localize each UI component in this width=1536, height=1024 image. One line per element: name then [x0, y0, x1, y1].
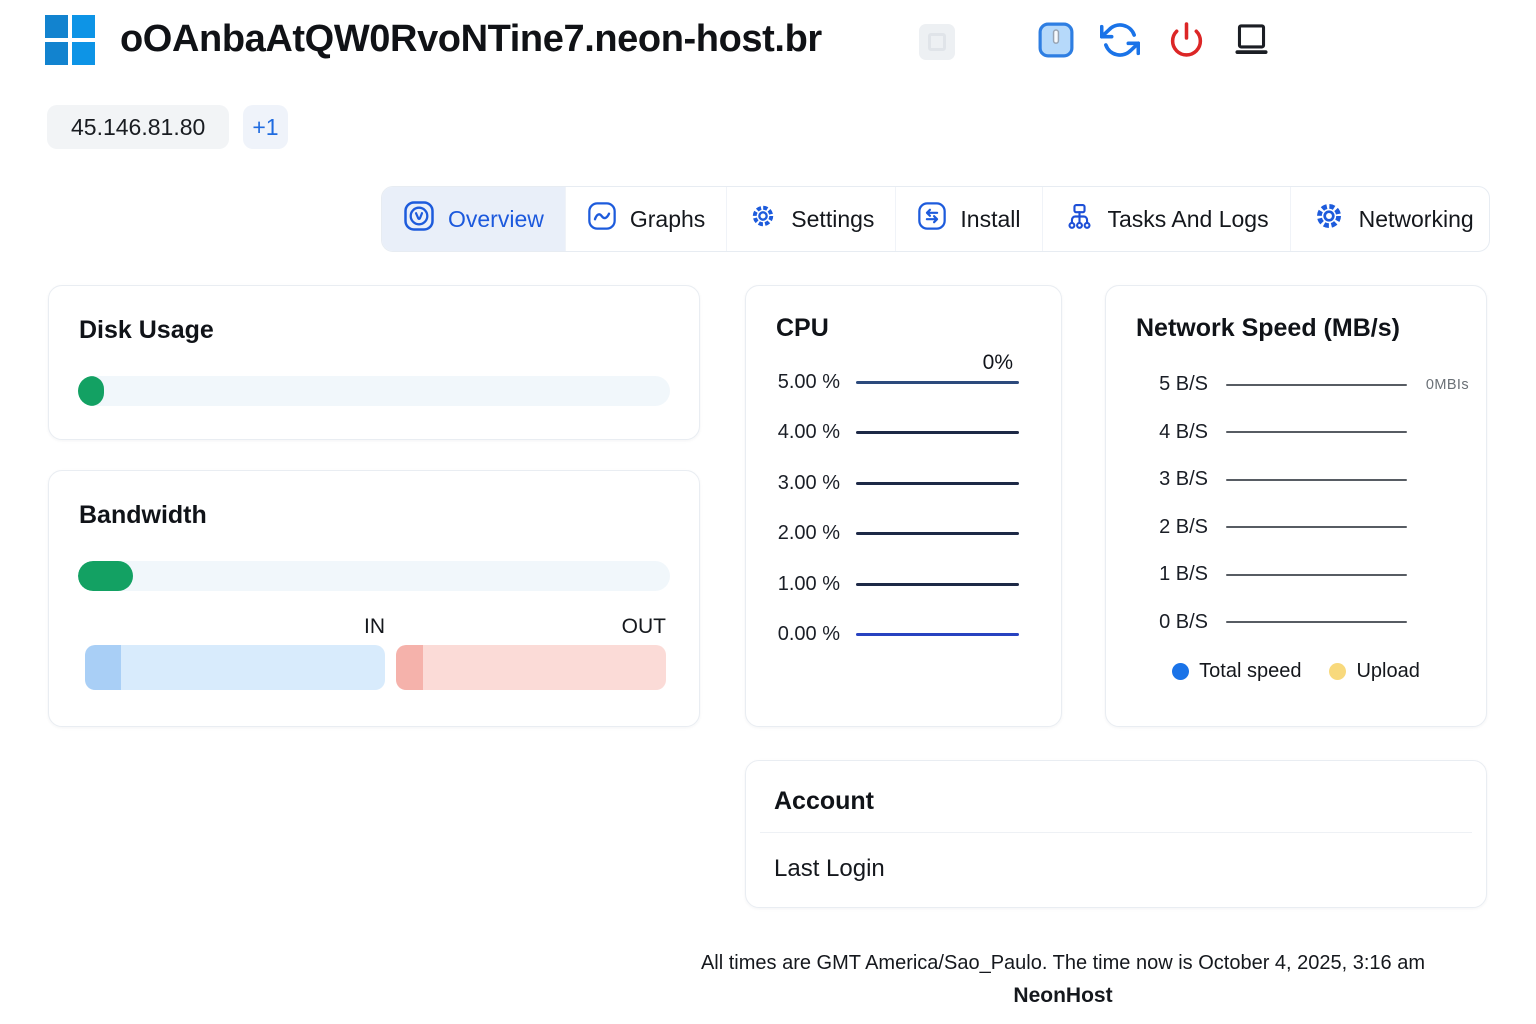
disk-usage-progress-fill — [78, 376, 105, 406]
tab-settings[interactable]: Settings — [726, 187, 895, 251]
tasks-flowchart-icon — [1064, 201, 1095, 238]
console-button[interactable] — [1231, 21, 1271, 61]
windows-logo-icon — [45, 15, 95, 65]
tab-label: Graphs — [629, 205, 706, 232]
total-speed-legend-dot-icon — [1172, 663, 1190, 680]
disk-usage-progressbar — [78, 376, 670, 406]
upload-legend-label: Upload — [1356, 660, 1420, 682]
tab-label: Tasks And Logs — [1107, 205, 1269, 232]
network-gridline-row: 0 B/S — [1146, 599, 1407, 647]
settings-gear-icon — [748, 201, 778, 237]
cpu-gridline-row: 4.00 % — [776, 408, 1019, 459]
tab-label: Networking — [1358, 205, 1474, 232]
cpu-gridline-row: 3.00 % — [776, 458, 1019, 509]
footer: All times are GMT America/Sao_Paulo. The… — [600, 952, 1526, 1008]
tab-overview[interactable]: Overview — [382, 187, 565, 251]
cpu-ytick: 5.00 % — [777, 370, 840, 393]
network-gridline-row: 2 B/S — [1146, 504, 1407, 552]
server-info-icon — [1038, 22, 1074, 61]
graphs-wave-icon — [587, 201, 617, 237]
tab-install[interactable]: Install — [895, 187, 1041, 251]
bandwidth-in-bar-fill — [85, 645, 121, 690]
tab-networking[interactable]: Networking — [1289, 187, 1489, 251]
cpu-current-value-label: 0% — [982, 350, 1013, 374]
network-speed-chart: 5 B/S 0MBIs 4 B/S 3 B/S 2 B/S 1 B/S 0 B/… — [1146, 361, 1469, 647]
cpu-chart-title: CPU — [776, 314, 829, 342]
network-ytick: 4 B/S — [1159, 420, 1208, 443]
tab-label: Install — [960, 205, 1021, 232]
tab-tasks-and-logs[interactable]: Tasks And Logs — [1041, 187, 1290, 251]
timezone-note: All times are GMT America/Sao_Paulo. The… — [700, 952, 1426, 974]
account-title: Account — [774, 787, 874, 815]
bandwidth-out-bar — [396, 645, 666, 690]
network-speed-card: Network Speed (MB/s) 5 B/S 0MBIs 4 B/S 3… — [1105, 285, 1487, 727]
power-icon — [1168, 21, 1205, 61]
networking-cog-icon — [1312, 199, 1346, 239]
cpu-ytick: 4.00 % — [777, 421, 840, 444]
bandwidth-title: Bandwidth — [79, 501, 207, 529]
cpu-chart: 5.00 % 0% 4.00 % 3.00 % 2.00 % 1.00 % 0.… — [776, 351, 1019, 661]
cpu-series-line — [856, 633, 1019, 637]
console-monitor-icon — [1233, 21, 1270, 61]
upload-legend-dot-icon — [1329, 663, 1347, 680]
server-info-button[interactable] — [1036, 21, 1076, 61]
total-speed-legend-label: Total speed — [1199, 660, 1302, 682]
cpu-ytick: 1.00 % — [777, 572, 840, 595]
bandwidth-in-label: IN — [364, 615, 385, 638]
network-gridline-row: 1 B/S — [1146, 551, 1407, 599]
network-ytick: 1 B/S — [1159, 563, 1208, 586]
refresh-button[interactable] — [1099, 20, 1141, 63]
brand-name: NeonHost — [1013, 984, 1113, 1007]
network-gridline-row: 5 B/S 0MBIs — [1146, 361, 1469, 409]
cpu-gridline-row: 1.00 % — [776, 559, 1019, 610]
network-ytick: 2 B/S — [1159, 515, 1208, 538]
tab-bar: Overview Graphs Settings — [381, 186, 1490, 252]
cpu-gridline-row: 5.00 % 0% — [776, 351, 1019, 408]
account-card: Account Last Login — [745, 760, 1487, 908]
network-speed-title: Network Speed (MB/s) — [1136, 314, 1400, 342]
last-login-label: Last Login — [774, 855, 885, 882]
network-ytick: 5 B/S — [1159, 373, 1208, 396]
install-transfer-icon — [917, 201, 947, 237]
bandwidth-out-label: OUT — [621, 615, 666, 638]
refresh-icon — [1099, 20, 1141, 63]
bandwidth-in-bar — [85, 645, 385, 690]
tab-label: Settings — [791, 205, 875, 232]
more-ips-badge[interactable]: +1 — [243, 105, 288, 149]
overview-icon — [403, 200, 435, 238]
ip-address-badge: 45.146.81.80 — [47, 105, 230, 149]
disk-usage-card: Disk Usage — [48, 285, 700, 440]
network-legend: Total speed Upload — [1106, 660, 1486, 683]
tab-graphs[interactable]: Graphs — [564, 187, 726, 251]
server-hostname: oOAnbaAtQW0RvoNTine7.neon-host.br — [120, 18, 822, 60]
cpu-ytick: 0.00 % — [777, 623, 840, 646]
bandwidth-card: Bandwidth IN OUT — [48, 470, 700, 727]
os-template-icon — [919, 24, 955, 60]
cpu-gridline-row: 0.00 % — [776, 610, 1019, 661]
bandwidth-out-bar-fill — [396, 645, 423, 690]
cpu-ytick: 2.00 % — [777, 522, 840, 545]
network-current-value-label: 0MBIs — [1425, 376, 1469, 393]
network-ytick: 0 B/S — [1159, 610, 1208, 633]
network-gridline-row: 4 B/S — [1146, 409, 1407, 457]
bandwidth-progressbar — [78, 561, 670, 591]
bandwidth-progress-fill — [78, 561, 134, 591]
cpu-ytick: 3.00 % — [777, 471, 840, 494]
disk-usage-title: Disk Usage — [79, 316, 214, 344]
network-gridline-row: 3 B/S — [1146, 456, 1407, 504]
cpu-chart-card: CPU 5.00 % 0% 4.00 % 3.00 % 2.00 % 1.00 … — [745, 285, 1062, 727]
divider — [760, 832, 1472, 833]
cpu-gridline-row: 2.00 % — [776, 509, 1019, 560]
network-ytick: 3 B/S — [1159, 468, 1208, 491]
power-button[interactable] — [1166, 21, 1206, 61]
tab-label: Overview — [448, 205, 544, 232]
